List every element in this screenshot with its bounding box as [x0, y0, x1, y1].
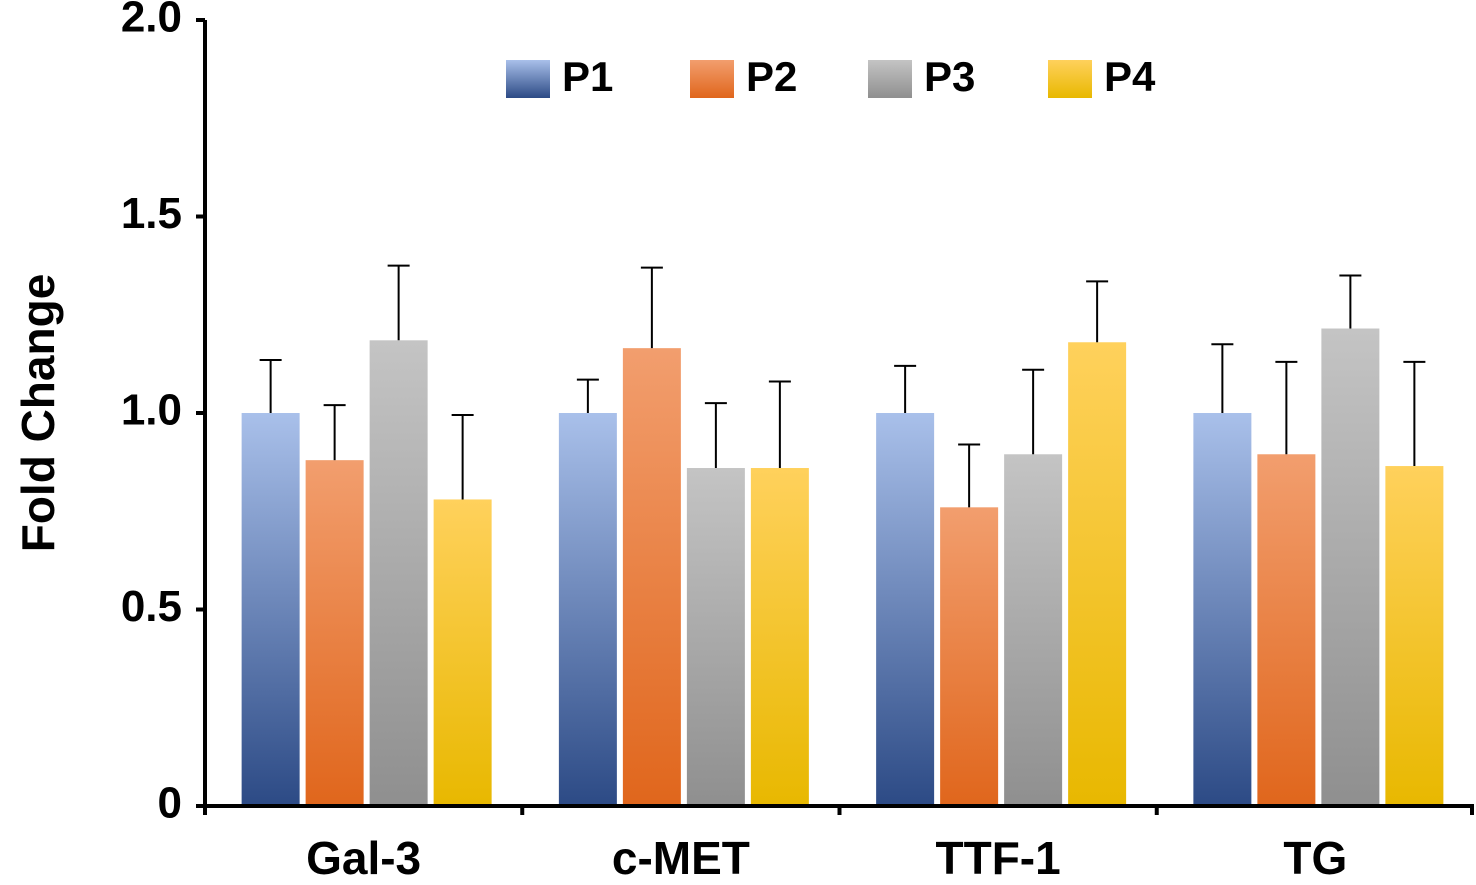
bar-p4-c-met [750, 468, 809, 806]
bar-p2-c-met [622, 348, 681, 806]
y-axis-label: Fold Change [12, 274, 64, 553]
legend: P1 P2 P3 P4 [506, 53, 1156, 100]
x-category-label: TTF-1 [936, 832, 1061, 884]
bar-p1-gal-3 [241, 413, 300, 806]
y-tick-label: 2.0 [121, 0, 182, 42]
bar-p3-ttf-1 [1004, 454, 1063, 806]
legend-swatch-p4 [1048, 60, 1092, 98]
bar-p2-gal-3 [305, 460, 364, 806]
x-category-label: TG [1283, 832, 1347, 884]
y-tick-label: 0.5 [121, 582, 182, 631]
y-tick-label: 1.5 [121, 189, 182, 238]
legend-label-p1: P1 [562, 53, 613, 100]
legend-label-p2: P2 [746, 53, 797, 100]
x-category-label: Gal-3 [306, 832, 421, 884]
bars-layer [241, 328, 1444, 806]
y-tick-label: 0 [158, 779, 182, 828]
bar-p4-gal-3 [433, 499, 492, 806]
legend-swatch-p2 [690, 60, 734, 98]
bar-p4-tg [1385, 466, 1444, 806]
bar-p3-tg [1321, 328, 1380, 806]
bar-p3-gal-3 [369, 340, 428, 806]
bar-p4-ttf-1 [1068, 342, 1127, 806]
legend-label-p4: P4 [1104, 53, 1156, 100]
bar-p2-tg [1257, 454, 1316, 806]
bar-p2-ttf-1 [940, 507, 999, 806]
bar-p1-tg [1193, 413, 1252, 806]
y-ticks: 0 0.5 1.0 1.5 2.0 [121, 0, 205, 828]
bar-p3-c-met [686, 468, 745, 806]
legend-swatch-p3 [868, 60, 912, 98]
x-category-label: c-MET [612, 832, 750, 884]
bar-p1-c-met [558, 413, 617, 806]
error-bars-layer [259, 264, 1426, 508]
legend-swatch-p1 [506, 60, 550, 98]
y-tick-label: 1.0 [121, 386, 182, 435]
bar-p1-ttf-1 [876, 413, 935, 806]
legend-label-p3: P3 [924, 53, 975, 100]
x-categories: Gal-3 c-MET TTF-1 TG [203, 806, 1474, 884]
